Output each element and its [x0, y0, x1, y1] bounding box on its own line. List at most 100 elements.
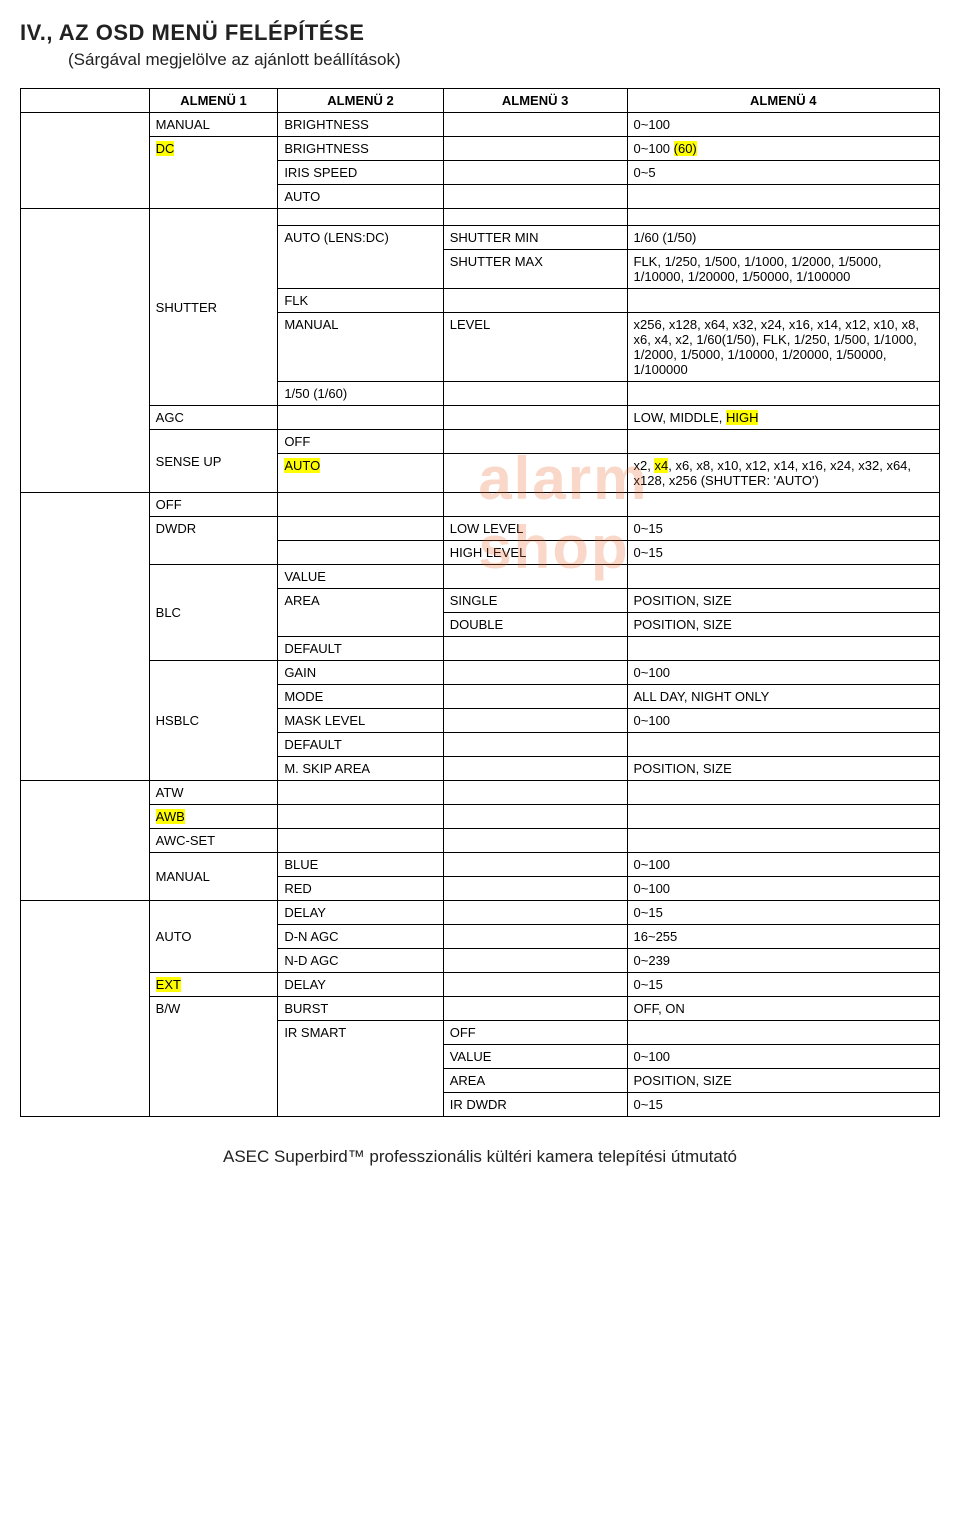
cell	[278, 829, 443, 853]
cell: 0~15	[627, 1093, 939, 1117]
cell: OFF	[149, 493, 278, 517]
cell: AWC-SET	[149, 829, 278, 853]
cell: VALUE	[278, 565, 443, 589]
cell: AUTO	[149, 901, 278, 973]
cell: BRIGHTNESS	[278, 137, 443, 161]
cell: x256, x128, x64, x32, x24, x16, x14, x12…	[627, 313, 939, 382]
cell	[443, 209, 627, 226]
cell	[627, 565, 939, 589]
hl: HIGH	[726, 410, 759, 425]
cell: AUTO	[278, 185, 443, 209]
txt: LOW, MIDDLE,	[634, 410, 726, 425]
cell	[627, 185, 939, 209]
cell: 0~100	[627, 661, 939, 685]
cell	[443, 185, 627, 209]
cell: POSITION, SIZE	[627, 1069, 939, 1093]
cell	[627, 493, 939, 517]
cell: B/W	[149, 997, 278, 1117]
cell: 0~15	[627, 973, 939, 997]
cell: SINGLE	[443, 589, 627, 613]
cell: EXT	[149, 973, 278, 997]
cell	[627, 1021, 939, 1045]
cell	[627, 733, 939, 757]
osd-menu-table: FŐMENÜ ALMENÜ 1 ALMENÜ 2 ALMENÜ 3 ALMENÜ…	[20, 88, 940, 1117]
cell	[443, 289, 627, 313]
cell	[443, 805, 627, 829]
cell	[278, 541, 443, 565]
cell: HIGH LEVEL	[443, 541, 627, 565]
cell: IR DWDR	[443, 1093, 627, 1117]
cell: FLK, 1/250, 1/500, 1/1000, 1/2000, 1/500…	[627, 250, 939, 289]
cell: POSITION, SIZE	[627, 757, 939, 781]
cell: BLUE	[278, 853, 443, 877]
cell: AUTO (LENS:DC)	[278, 226, 443, 289]
cell	[443, 853, 627, 877]
cell: MASK LEVEL	[278, 709, 443, 733]
cell: 0~15	[627, 901, 939, 925]
cell	[443, 493, 627, 517]
cell	[443, 925, 627, 949]
cell	[443, 661, 627, 685]
cell: M. SKIP AREA	[278, 757, 443, 781]
cell: IRIS SPEED	[278, 161, 443, 185]
cell: DEFAULT	[278, 637, 443, 661]
section-wb: WHITE BALANCE	[21, 781, 150, 901]
col-almenu2: ALMENÜ 2	[278, 89, 443, 113]
cell: AGC	[149, 406, 278, 430]
hl-dc: DC	[156, 141, 175, 156]
cell: 0~100	[627, 853, 939, 877]
cell: DELAY	[278, 973, 443, 997]
cell	[443, 997, 627, 1021]
cell	[627, 805, 939, 829]
cell	[627, 289, 939, 313]
cell: OFF	[443, 1021, 627, 1045]
txt: 0~100	[634, 141, 674, 156]
cell	[443, 637, 627, 661]
cell: BRIGHTNESS	[278, 113, 443, 137]
cell: x2, x4, x6, x8, x10, x12, x14, x16, x24,…	[627, 454, 939, 493]
cell: DWDR	[149, 517, 278, 565]
section-exposure: EXPOSURE	[21, 209, 150, 493]
section-backlight: BACKLIGHT	[21, 493, 150, 781]
cell: POSITION, SIZE	[627, 613, 939, 637]
cell: D-N AGC	[278, 925, 443, 949]
section-lens: LENS	[21, 113, 150, 209]
col-fomenu: FŐMENÜ	[21, 89, 150, 113]
hl: EXT	[156, 977, 181, 992]
cell: AUTO alarm shop	[278, 454, 443, 493]
cell: 0~100	[627, 877, 939, 901]
cell: LOW, MIDDLE, HIGH	[627, 406, 939, 430]
cell	[443, 137, 627, 161]
cell: BURST	[278, 997, 443, 1021]
cell	[443, 709, 627, 733]
cell: HSBLC	[149, 661, 278, 781]
cell: 0~100	[627, 709, 939, 733]
hl: (60)	[674, 141, 697, 156]
cell: 0~15	[627, 517, 939, 541]
cell	[627, 781, 939, 805]
cell	[278, 517, 443, 541]
cell: MODE	[278, 685, 443, 709]
cell: AWB	[149, 805, 278, 829]
txt: x2,	[634, 458, 655, 473]
cell: 0~100 (60)	[627, 137, 939, 161]
cell: ALL DAY, NIGHT ONLY	[627, 685, 939, 709]
cell: 0~100	[627, 113, 939, 137]
txt: , x6, x8, x10, x12, x14, x16, x24, x32, …	[634, 458, 912, 488]
cell	[443, 685, 627, 709]
cell: RED	[278, 877, 443, 901]
cell: SENSE UP	[149, 430, 278, 493]
cell: LEVEL	[443, 313, 627, 382]
cell	[443, 430, 627, 454]
cell	[443, 949, 627, 973]
page-footer: ASEC Superbird™ professzionális kültéri …	[20, 1147, 940, 1167]
cell	[443, 829, 627, 853]
cell: AREA	[278, 589, 443, 637]
cell: 0~100	[627, 1045, 939, 1069]
hl: AUTO	[284, 458, 320, 473]
cell	[627, 829, 939, 853]
cell: MANUAL	[278, 313, 443, 382]
cell: LOW LEVEL	[443, 517, 627, 541]
col-almenu1: ALMENÜ 1	[149, 89, 278, 113]
hl: x4	[654, 458, 668, 473]
